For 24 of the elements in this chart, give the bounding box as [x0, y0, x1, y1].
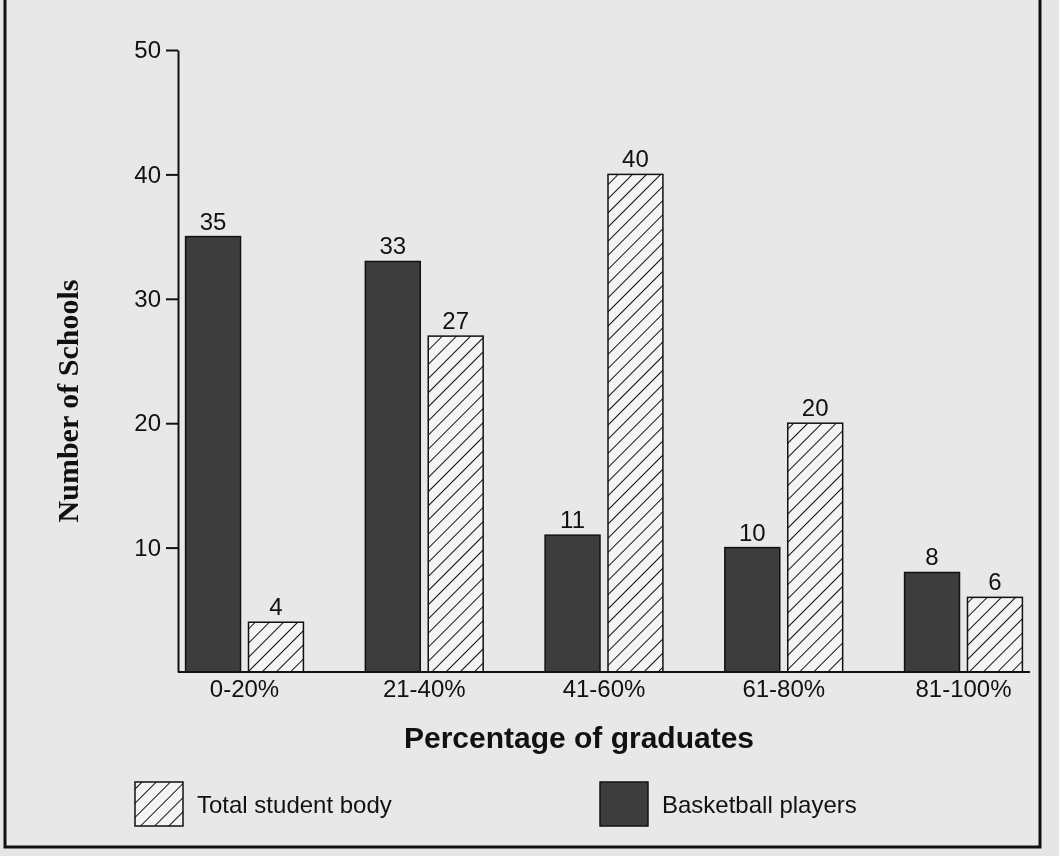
data-label: 4: [269, 593, 283, 621]
data-label: 11: [560, 506, 586, 534]
data-label: 20: [801, 394, 829, 422]
data-label: 33: [379, 232, 407, 260]
x-tick-label: 21-40%: [382, 675, 466, 702]
x-tick-label: 81-100%: [915, 675, 1012, 702]
data-label: 35: [199, 207, 227, 235]
y-tick-label: 30: [134, 284, 161, 312]
y-tick-label: 50: [134, 36, 161, 64]
data-label: 27: [442, 307, 470, 335]
x-axis-title: Percentage of graduates: [403, 721, 755, 754]
y-tick-label: 40: [134, 160, 161, 188]
x-tick-label: 61-80%: [742, 675, 826, 702]
data-label: 8: [925, 543, 939, 571]
y-tick-label: 20: [134, 409, 161, 437]
x-tick-label: 41-60%: [562, 675, 646, 702]
x-tick-label: 0-20%: [209, 675, 280, 702]
legend-label: Total student body: [197, 791, 392, 818]
y-axis-title: Number of Schools: [51, 279, 84, 523]
y-tick-label: 10: [134, 533, 161, 561]
data-label: 6: [988, 568, 1002, 596]
data-label: 40: [622, 145, 649, 173]
legend-label: Basketball players: [662, 791, 857, 818]
data-label: 10: [738, 518, 766, 546]
